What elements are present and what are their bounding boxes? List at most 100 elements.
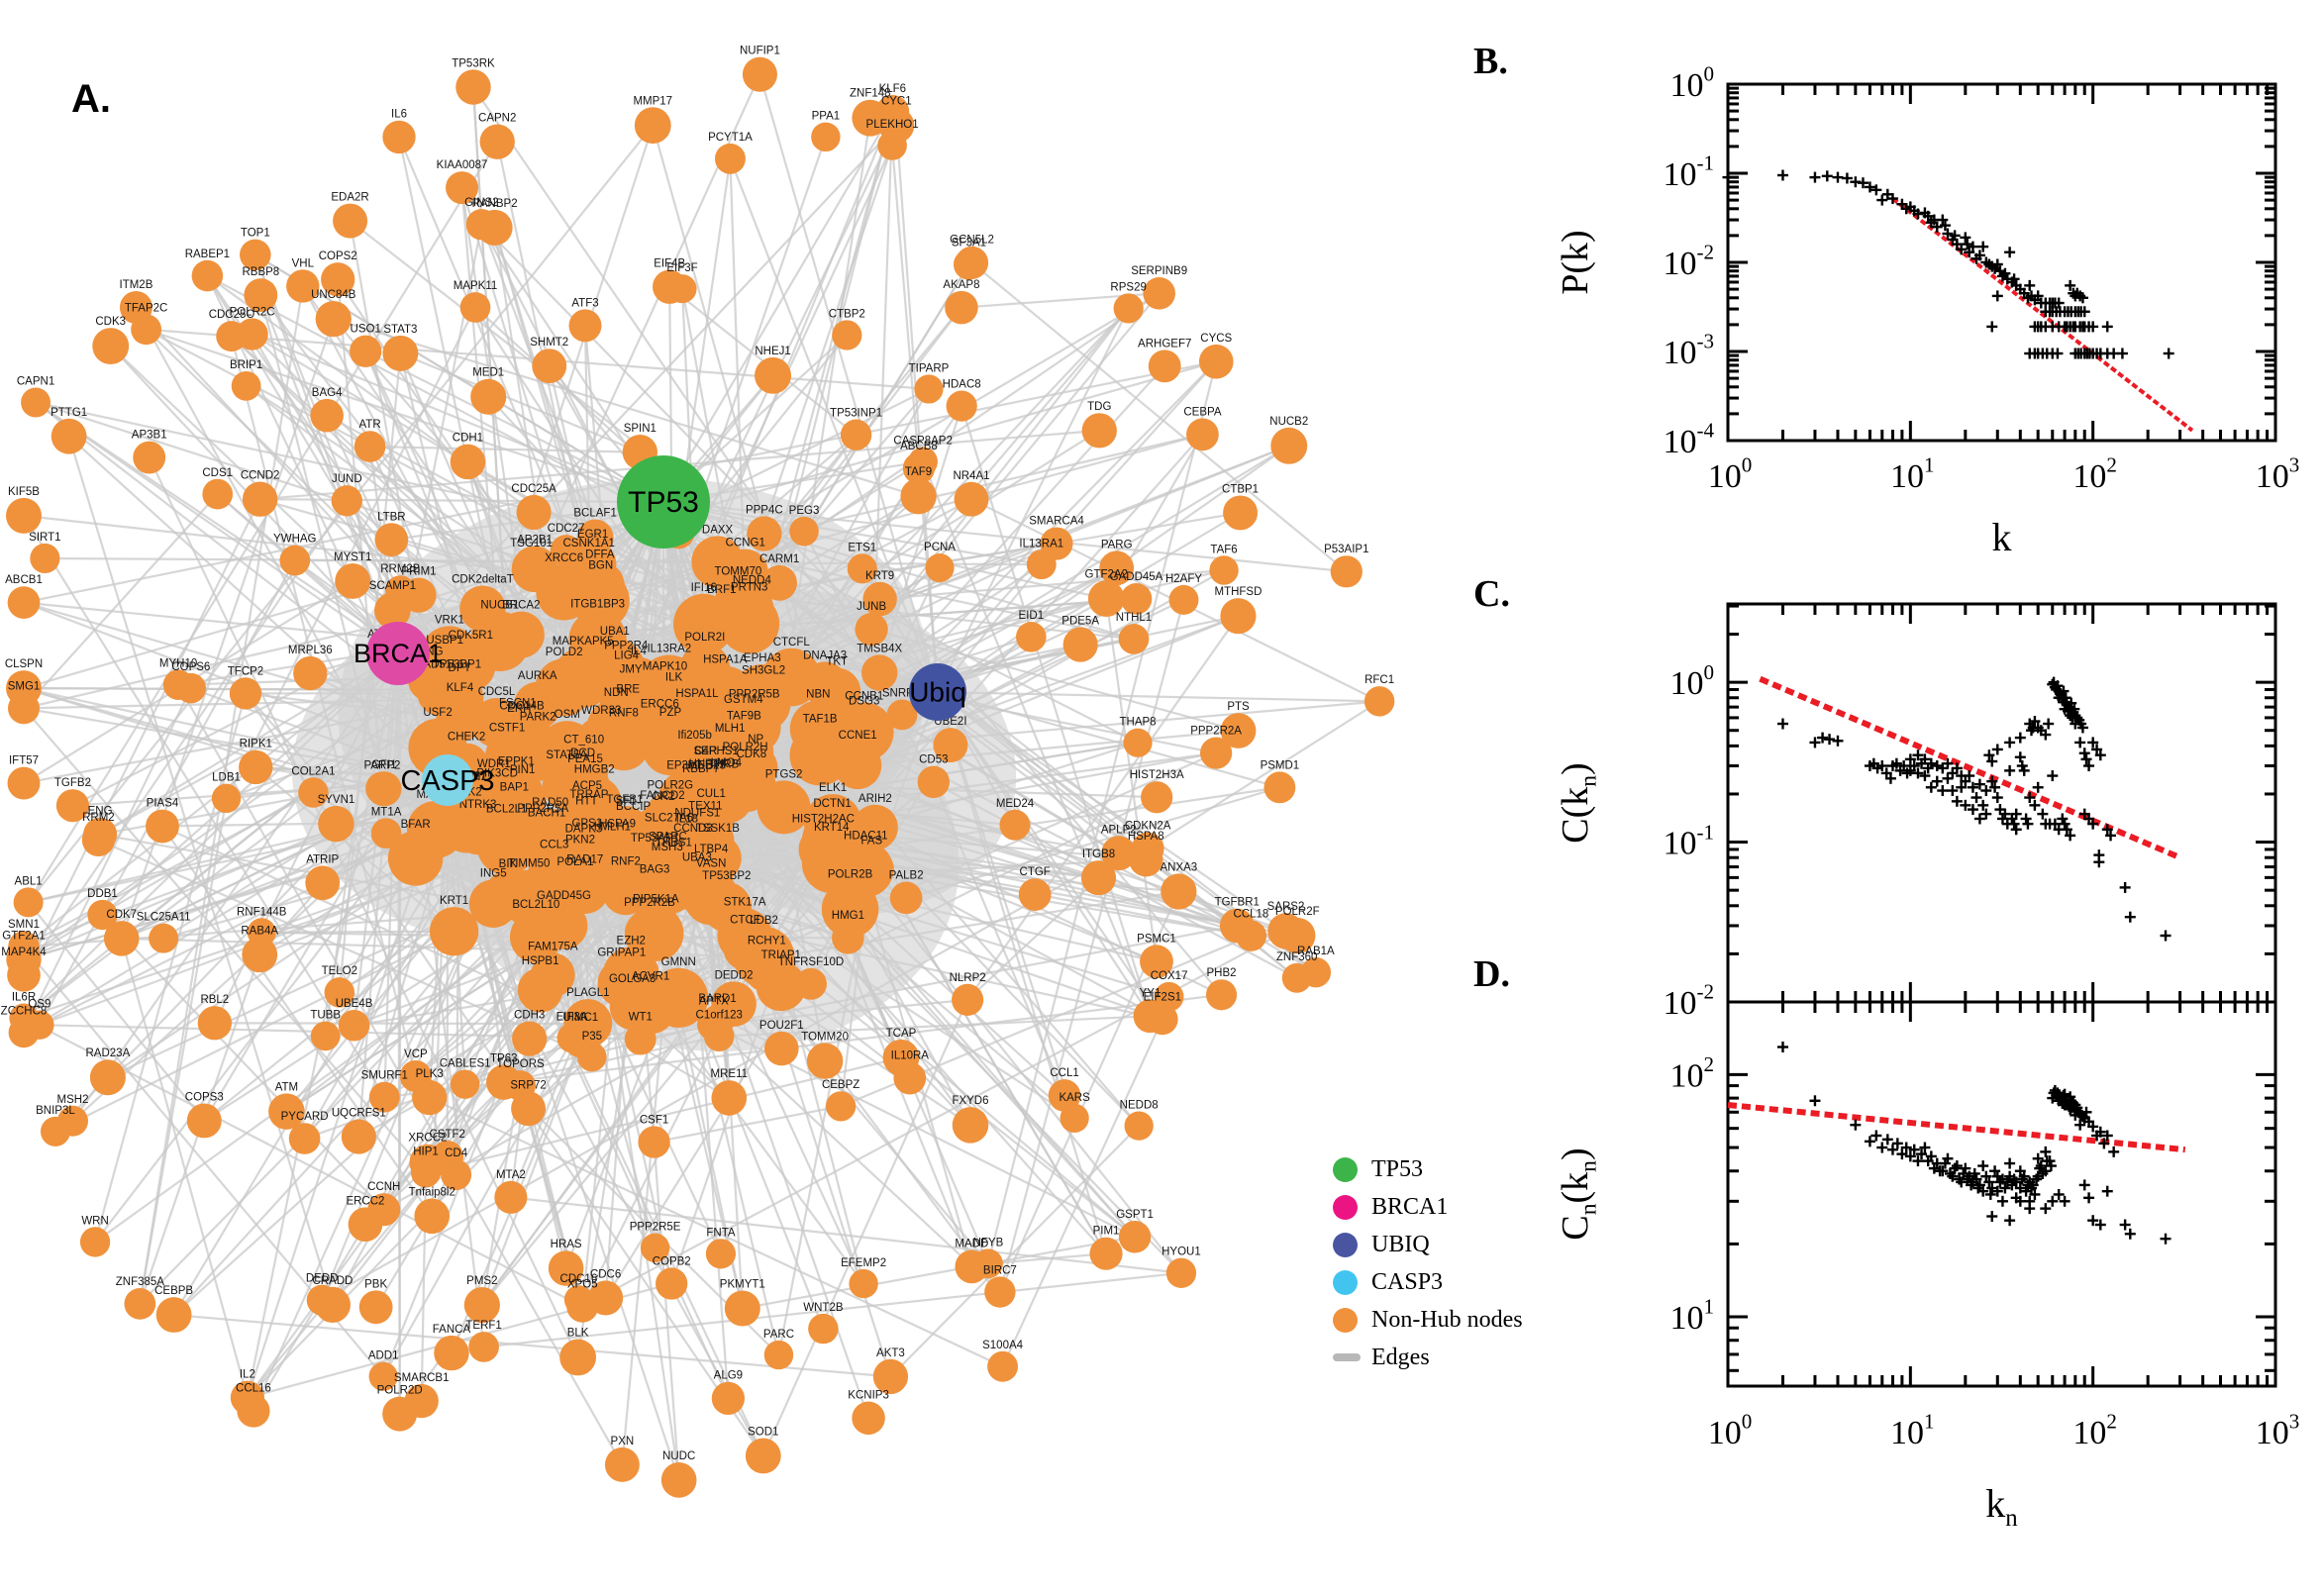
network-node-label: UQCRFS1 [332,1107,386,1119]
tp53-hub-swatch-icon [1333,1156,1358,1182]
network-node-label: CCL16 [236,1382,271,1394]
network-node [146,809,179,844]
network-node-label: APLP2 [1101,824,1137,836]
panel-a-label: A. [71,77,111,121]
network-node-label: FANCD2 [640,790,684,802]
network-node [893,1061,927,1095]
network-node [197,1006,232,1041]
network-node-label: PRTN3 [731,581,768,593]
network-node-label: KIF5B [8,486,40,498]
network-node-label: PIP5K1A [633,894,679,906]
network-node [855,612,888,647]
network-node [87,899,118,931]
network-node [7,766,41,800]
network-node-label: PTGS2 [765,768,803,780]
network-node-label: NLRP2 [950,972,986,984]
network-node-label: UBE4B [336,998,373,1010]
network-node-label: LDB2 [750,915,778,927]
network-node [1026,549,1057,580]
network-node-label: YWHAG [273,534,317,546]
network-node-label: CSNK1A1 [563,538,615,549]
network-node-label: PHB2 [1207,967,1237,979]
network-node-label: BNIP3L [36,1105,75,1117]
network-node [900,478,937,515]
network-node-label: KIAA0087 [437,159,488,171]
network-node [431,1140,464,1173]
network-node-label: DAXX [702,524,734,536]
network-node [559,1339,597,1376]
network-node-label: STK17A [724,896,766,908]
network-node-label: CCNB1 [845,690,883,702]
network-node-label: DCTN1 [813,798,851,810]
network-node-label: PLEKHO1 [866,119,919,131]
network-node-label: PPP2R5A [517,803,568,815]
network-node-label: DEDD2 [715,969,754,981]
network-node-label: RNF2 [611,856,641,868]
chart-D: 101 102 100 101 102 103 kn Cn(kn) [1555,1000,2299,1532]
network-node-label: ANXA3 [1160,861,1197,873]
network-node [1279,917,1316,954]
network-node-label: THAP8 [1120,717,1157,729]
axis-ticks [1728,604,2275,1002]
network-node-label: BFAR [401,819,431,831]
network-node [625,982,676,1035]
network-node-label: RAD17 [566,853,603,865]
network-node-label: RBBP8 [242,266,279,278]
network-node-label: CSTF1 [489,722,525,734]
network-node-label: RIPK1 [240,739,272,750]
legend-row-casp3: CASP3 [1333,1263,1523,1301]
network-node-label: CASP8AP2 [893,435,952,447]
network-node-label: NUCB1 [480,600,519,612]
network-node [628,905,684,961]
network-node-label: NR4A1 [953,470,989,482]
network-node-label: TNFRSF10D [778,956,844,968]
network-node-label: ATR [358,419,380,431]
network-node-label: NUDC [662,1450,695,1462]
network-node-label: HTT [575,795,597,807]
data-points [1722,169,2174,359]
network-node [13,887,44,918]
network-node-label: C1orf123 [696,1009,743,1021]
network-node-label: POU2F1 [759,1020,804,1032]
network-node [411,1157,441,1188]
network-node [952,1107,989,1144]
network-node-label: SLC27A6 [645,812,693,824]
network-node-label: PIK3CD [476,768,518,780]
network-node-label: CABLES1 [440,1057,491,1069]
network-node-label: PPA1 [812,111,841,123]
legend-label-nonhub: Non-Hub nodes [1371,1306,1523,1333]
network-node-label: PPP2R5B [729,689,780,701]
network-node-label: BRCA2 [502,600,540,612]
network-node-label: RNF8 [609,708,639,720]
network-node [1235,920,1267,951]
network-node-label: YY1 [1140,987,1162,999]
network-node-label: IFT57 [9,755,39,767]
network-node-label: CTCF [730,915,760,927]
network-node-label: PPP2R2B [624,897,675,909]
tick-label: 102 [2072,453,2117,495]
tick-label: 100 [1708,453,1753,495]
network-node-label: PBK [364,1278,387,1290]
network-node [229,677,262,710]
network-node [55,789,90,823]
network-node [368,1081,400,1113]
network-node-label: THBS1 [656,837,692,848]
network-node-label: LIG4 [614,649,640,661]
network-node-label: CDH3 [514,1009,545,1021]
network-node [1124,1111,1154,1141]
network-node-label: KLF6 [879,83,907,95]
network-node-label: ENG [88,806,113,818]
network-node-label: TAF1B [803,713,838,725]
network-node-label: PXN [611,1436,635,1447]
network-node-label: KCNIP3 [848,1390,889,1402]
network-node-label: UBA1 [600,626,630,638]
network-node [789,516,819,547]
network-node-label: JUNB [857,601,886,613]
network-node-label: ILK [665,671,683,683]
network-node-label: HRAS [551,1239,582,1250]
network-node-label: SLC25A11 [137,912,191,924]
network-node [742,56,777,92]
network-node [382,1396,418,1432]
network-node-label: RAD23A [86,1047,131,1059]
